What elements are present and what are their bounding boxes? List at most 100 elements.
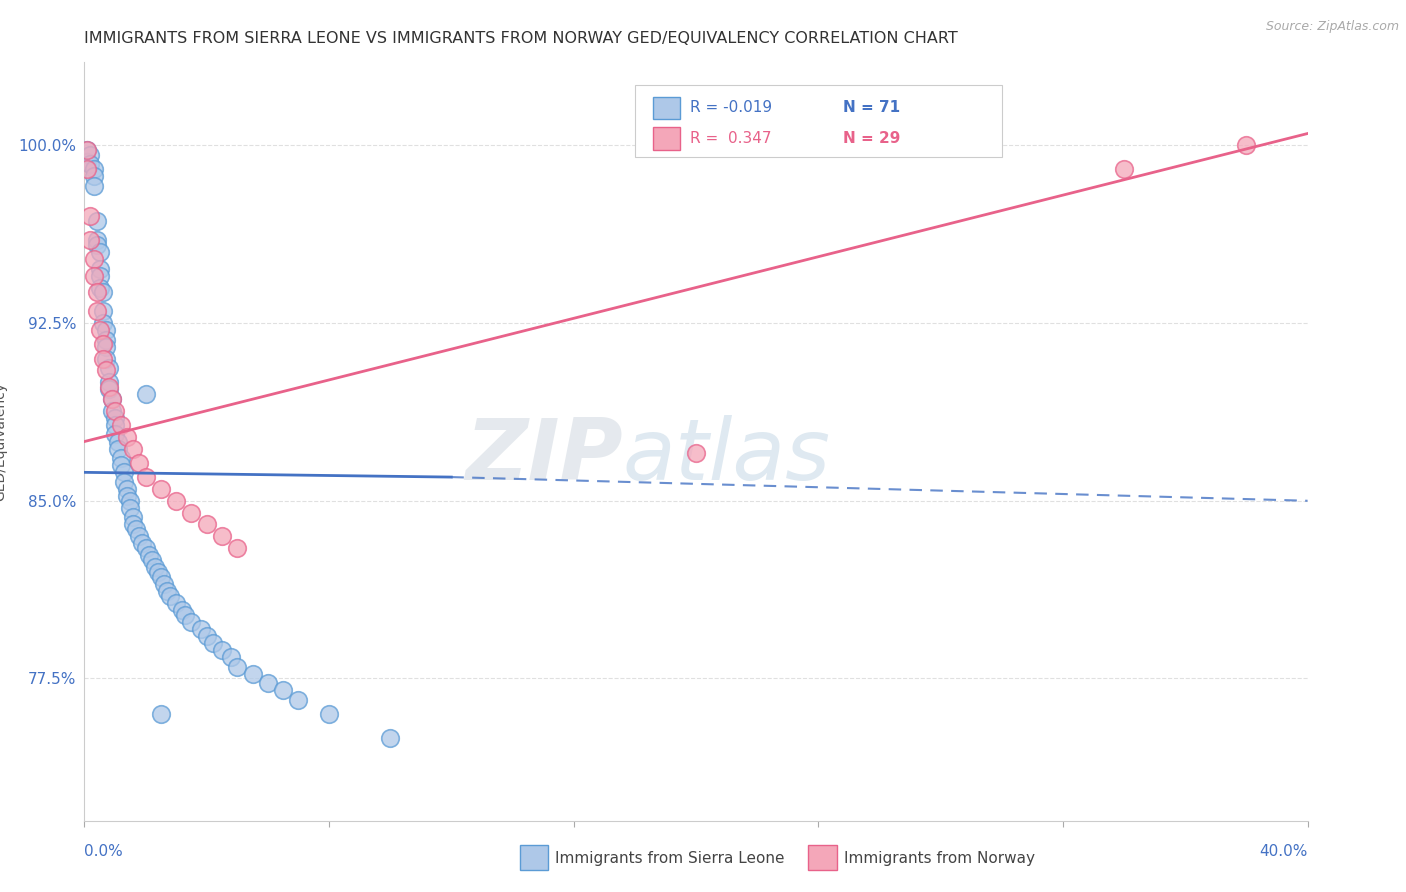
Point [287,693,309,707]
Point [89,268,111,283]
Point [143,560,166,574]
Point [89,280,111,294]
Point [1236,138,1258,153]
Text: 40.0%: 40.0% [1260,845,1308,859]
Point [128,529,150,543]
Text: N = 29: N = 29 [842,131,900,145]
Point [86,238,108,252]
Point [112,475,135,489]
Point [110,451,132,466]
Point [94,363,117,377]
Text: Immigrants from Norway: Immigrants from Norway [844,851,1035,865]
Point [146,565,169,579]
Point [141,553,163,567]
Point [104,410,127,425]
Point [97,376,120,390]
Point [180,615,202,629]
Point [79,157,101,171]
Point [122,442,145,456]
Text: N = 71: N = 71 [842,101,900,115]
Point [190,622,212,636]
Point [149,569,172,583]
Point [180,506,202,520]
Point [115,430,138,444]
Point [91,304,114,318]
Text: Immigrants from Sierra Leone: Immigrants from Sierra Leone [555,851,785,865]
Point [101,392,124,406]
Point [172,603,194,617]
Point [101,403,124,417]
Point [76,143,98,157]
Text: Source: ZipAtlas.com: Source: ZipAtlas.com [1265,20,1399,33]
FancyBboxPatch shape [654,96,681,120]
Point [112,466,135,480]
Text: ZIP: ZIP [465,415,623,499]
Point [86,304,108,318]
Point [226,541,249,556]
Point [97,383,120,397]
Point [125,522,148,536]
Point [120,493,142,508]
Point [97,361,120,376]
Point [122,510,145,524]
Point [91,316,114,330]
Point [89,323,111,337]
Point [94,351,117,366]
Point [115,482,138,496]
Point [104,427,127,442]
Y-axis label: GED/Equivalency: GED/Equivalency [0,382,7,501]
Point [165,493,187,508]
Point [174,607,197,622]
Point [1114,162,1136,177]
Point [91,337,114,351]
Point [149,706,172,721]
Point [104,417,127,432]
Point [79,148,101,162]
Point [159,589,181,603]
Point [89,244,111,259]
FancyBboxPatch shape [654,127,681,150]
Point [242,666,264,681]
Point [685,446,707,460]
Point [226,659,249,673]
Point [107,442,129,456]
Point [79,233,101,247]
Point [318,706,340,721]
Point [195,517,218,532]
Point [83,252,105,266]
Point [83,162,105,177]
Point [380,731,402,745]
Point [153,576,176,591]
Text: IMMIGRANTS FROM SIERRA LEONE VS IMMIGRANTS FROM NORWAY GED/EQUIVALENCY CORRELATI: IMMIGRANTS FROM SIERRA LEONE VS IMMIGRAN… [84,31,957,46]
Point [135,541,157,556]
Point [91,285,114,300]
Point [211,643,233,657]
Point [89,261,111,276]
Point [135,387,157,401]
Point [131,536,153,550]
Point [107,434,129,449]
Point [83,268,105,283]
Point [165,596,187,610]
Point [104,403,127,417]
Text: R =  0.347: R = 0.347 [690,131,772,145]
Point [94,323,117,337]
Point [257,676,280,690]
Point [83,169,105,183]
Point [97,380,120,394]
Point [86,214,108,228]
Point [76,155,98,169]
Point [195,629,218,643]
Point [94,333,117,347]
Point [76,162,98,177]
Point [83,178,105,193]
Point [149,482,172,496]
Point [201,636,224,650]
Point [79,210,101,224]
Text: R = -0.019: R = -0.019 [690,101,772,115]
Text: 0.0%: 0.0% [84,845,124,859]
Point [138,548,160,563]
Point [122,517,145,532]
FancyBboxPatch shape [636,85,1002,157]
Point [128,456,150,470]
